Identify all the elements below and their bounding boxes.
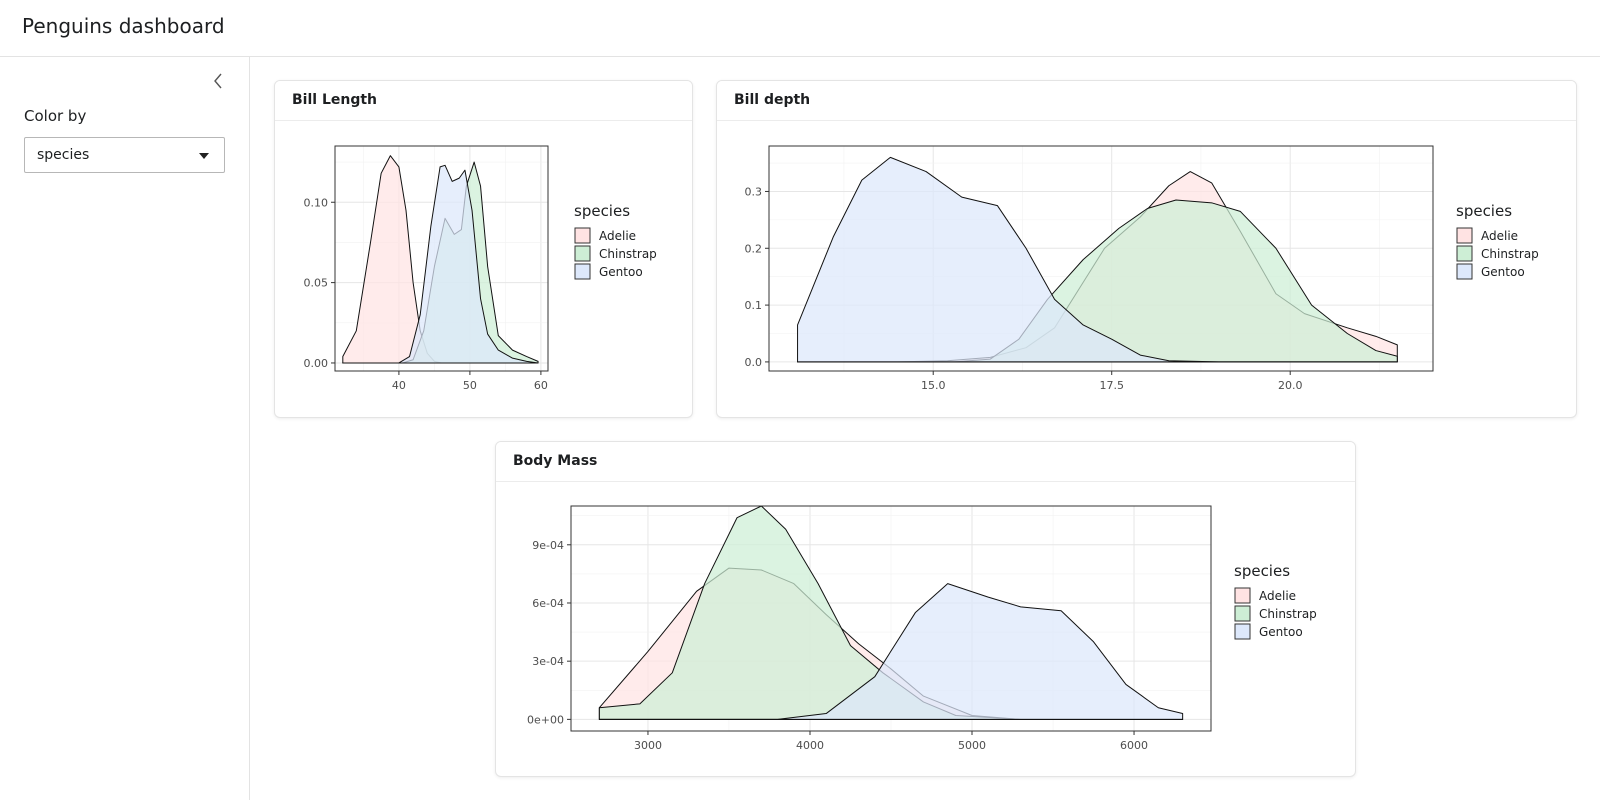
chevron-left-icon xyxy=(214,73,222,89)
color-by-select[interactable]: species xyxy=(24,137,225,173)
bill-depth-card-title: Bill depth xyxy=(734,92,811,108)
x-tick-label: 60 xyxy=(534,379,548,392)
legend-key-adelie xyxy=(1456,227,1473,244)
density-area-gentoo xyxy=(598,583,1184,720)
x-tick-label: 6000 xyxy=(1120,739,1148,752)
legend-title: species xyxy=(1456,202,1512,220)
top-navbar: Penguins dashboard xyxy=(0,0,1600,57)
legend-label-gentoo: Gentoo xyxy=(1259,625,1303,639)
bill-depth-card: Bill depth 15.0 17.5 20.0 0.0 0.1 0.2 0.3 speci… xyxy=(716,80,1577,418)
body-mass-card-header: Body Mass xyxy=(496,442,1355,482)
x-tick-label: 3000 xyxy=(634,739,662,752)
y-tick-label: 0.0 xyxy=(745,356,763,369)
plot-border xyxy=(334,145,549,372)
body-mass-card-title: Body Mass xyxy=(513,453,598,469)
legend-key-gentoo xyxy=(1456,263,1473,280)
x-tick-label: 20.0 xyxy=(1278,379,1303,392)
legend-label-adelie: Adelie xyxy=(599,229,636,243)
y-tick-label: 3e-04 xyxy=(532,655,564,668)
legend-key-adelie xyxy=(1234,587,1251,604)
bill-length-chart: 40 50 60 0.00 0.05 0.10 species Adelie Chinstrap… xyxy=(304,145,657,392)
legend-key-gentoo xyxy=(1234,623,1251,640)
y-tick-label: 0e+00 xyxy=(527,713,564,726)
plot-border xyxy=(768,145,1434,372)
sidebar-collapse-button[interactable] xyxy=(208,71,228,91)
legend-key-chinstrap xyxy=(574,245,591,262)
y-tick-label: 0.05 xyxy=(304,277,329,290)
y-tick-label: 0.10 xyxy=(304,196,329,209)
x-tick-label: 40 xyxy=(392,379,406,392)
legend-label-chinstrap: Chinstrap xyxy=(1259,607,1317,621)
bill-depth-card-header: Bill depth xyxy=(717,81,1576,121)
legend-label-chinstrap: Chinstrap xyxy=(1481,247,1539,261)
bill-length-card-header: Bill Length xyxy=(275,81,692,121)
color-by-select-value: species xyxy=(37,147,90,163)
density-area-gentoo xyxy=(797,156,1398,363)
bill-length-card-title: Bill Length xyxy=(292,92,378,108)
legend-label-gentoo: Gentoo xyxy=(599,265,643,279)
caret-down-icon xyxy=(199,153,209,159)
sidebar: Color by species xyxy=(0,57,250,800)
plot-border xyxy=(570,505,1212,732)
density-area-gentoo xyxy=(342,164,539,364)
y-tick-label: 0.3 xyxy=(745,185,763,198)
bill-depth-chart: 15.0 17.5 20.0 0.0 0.1 0.2 0.3 species Adelie Chi… xyxy=(745,145,1539,392)
legend-label-chinstrap: Chinstrap xyxy=(599,247,657,261)
y-tick-label: 0.1 xyxy=(745,299,763,312)
legend-key-gentoo xyxy=(574,263,591,280)
legend-title: species xyxy=(1234,562,1290,580)
color-by-label: Color by xyxy=(24,107,87,125)
legend-title: species xyxy=(574,202,630,220)
x-tick-label: 5000 xyxy=(958,739,986,752)
legend-key-chinstrap xyxy=(1456,245,1473,262)
y-tick-label: 9e-04 xyxy=(532,539,564,552)
x-tick-label: 15.0 xyxy=(921,379,946,392)
app-title: Penguins dashboard xyxy=(22,14,225,38)
y-tick-label: 6e-04 xyxy=(532,597,564,610)
body-mass-card: Body Mass 3000 4000 5000 6000 0e+00 3e-04 6e-0… xyxy=(495,441,1356,777)
y-tick-label: 0.00 xyxy=(304,357,329,370)
legend-key-chinstrap xyxy=(1234,605,1251,622)
body-mass-chart: 3000 4000 5000 6000 0e+00 3e-04 6e-04 9e-04 spec… xyxy=(527,505,1317,752)
x-tick-label: 50 xyxy=(463,379,477,392)
bill-length-card: Bill Length 40 50 60 0.00 0.05 0.10 species Ade… xyxy=(274,80,693,418)
x-tick-label: 4000 xyxy=(796,739,824,752)
legend-label-adelie: Adelie xyxy=(1259,589,1296,603)
legend-key-adelie xyxy=(574,227,591,244)
y-tick-label: 0.2 xyxy=(745,242,763,255)
legend-label-gentoo: Gentoo xyxy=(1481,265,1525,279)
legend-label-adelie: Adelie xyxy=(1481,229,1518,243)
x-tick-label: 17.5 xyxy=(1099,379,1124,392)
